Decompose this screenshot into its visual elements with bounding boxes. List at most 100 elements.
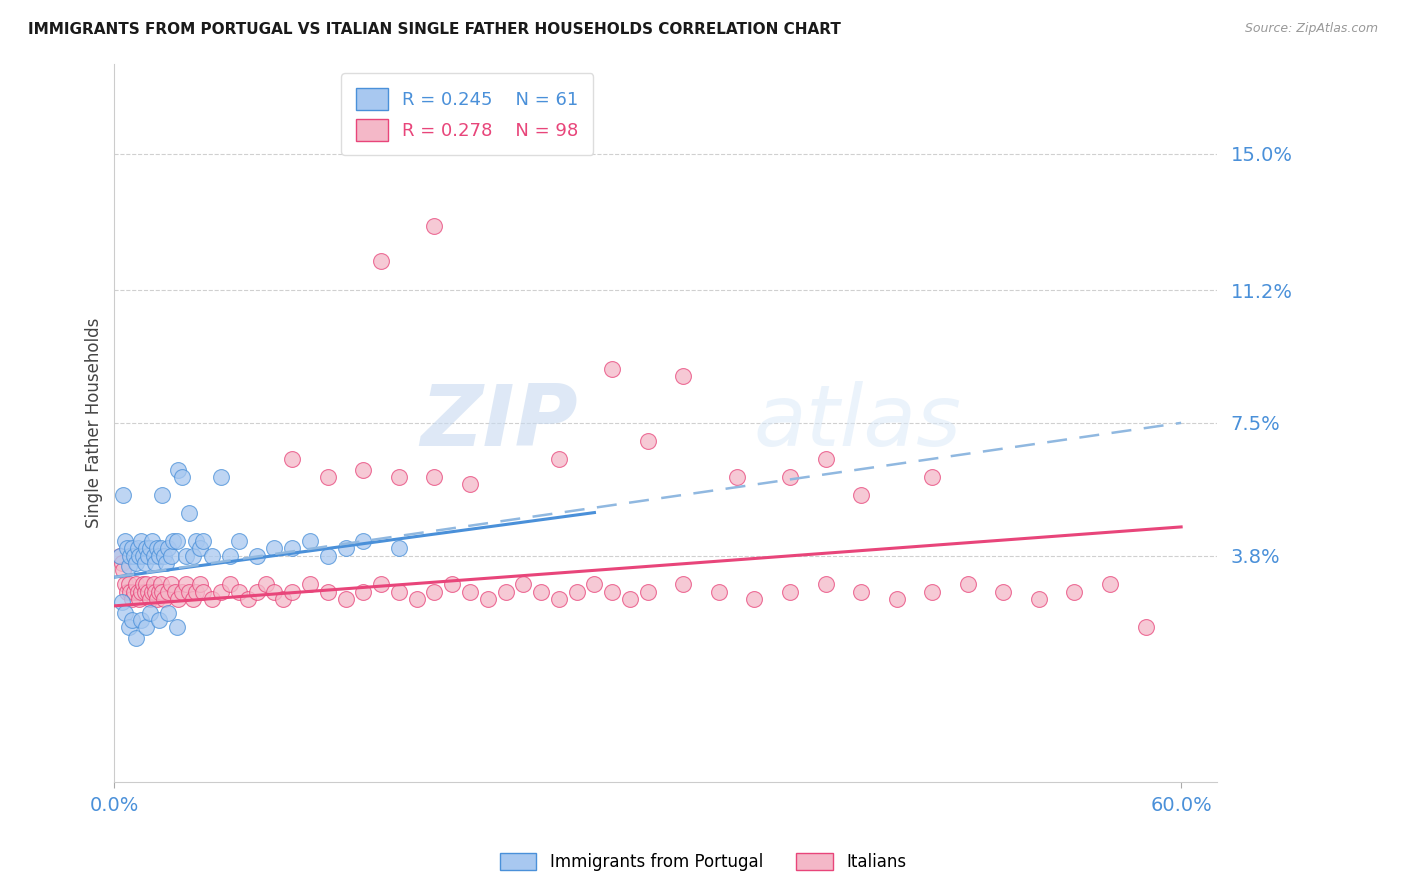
Point [121, 613, 143, 627]
Point [114, 577, 136, 591]
Point [135, 577, 157, 591]
Point [779, 584, 801, 599]
Point [148, 584, 170, 599]
Point [281, 451, 304, 466]
Point [316, 549, 339, 563]
Point [156, 584, 179, 599]
Point [370, 577, 392, 591]
Point [530, 584, 553, 599]
Point [139, 606, 162, 620]
Point [167, 462, 190, 476]
Point [495, 584, 517, 599]
Point [298, 534, 321, 549]
Point [128, 549, 150, 563]
Point [672, 577, 695, 591]
Point [388, 541, 411, 556]
Point [125, 631, 148, 645]
Point [458, 584, 481, 599]
Point [134, 556, 156, 570]
Point [352, 462, 374, 476]
Point [112, 563, 135, 577]
Point [148, 613, 170, 627]
Point [128, 591, 150, 606]
Point [298, 577, 321, 591]
Point [181, 591, 204, 606]
Point [115, 584, 138, 599]
Point [112, 488, 135, 502]
Point [921, 584, 943, 599]
Point [254, 577, 277, 591]
Point [849, 584, 872, 599]
Point [335, 591, 357, 606]
Point [547, 591, 569, 606]
Point [228, 534, 250, 549]
Point [458, 476, 481, 491]
Point [209, 469, 232, 483]
Point [134, 584, 156, 599]
Point [117, 577, 139, 591]
Point [156, 606, 179, 620]
Point [637, 584, 659, 599]
Point [849, 488, 872, 502]
Point [370, 254, 392, 268]
Point [236, 591, 259, 606]
Point [352, 534, 374, 549]
Point [388, 584, 411, 599]
Point [170, 584, 193, 599]
Point [316, 469, 339, 483]
Point [117, 620, 139, 634]
Point [177, 506, 200, 520]
Point [707, 584, 730, 599]
Point [135, 620, 157, 634]
Point [956, 577, 979, 591]
Point [127, 584, 149, 599]
Point [1098, 577, 1121, 591]
Point [143, 584, 166, 599]
Point [149, 541, 172, 556]
Point [114, 606, 136, 620]
Point [271, 591, 294, 606]
Point [163, 584, 186, 599]
Point [477, 591, 499, 606]
Point [125, 556, 148, 570]
Point [135, 541, 157, 556]
Point [423, 469, 446, 483]
Point [814, 577, 837, 591]
Point [149, 577, 172, 591]
Point [152, 488, 174, 502]
Point [108, 549, 131, 563]
Point [120, 584, 142, 599]
Point [152, 584, 174, 599]
Text: ZIP: ZIP [420, 382, 578, 465]
Point [188, 541, 211, 556]
Point [547, 451, 569, 466]
Point [166, 534, 188, 549]
Point [153, 549, 176, 563]
Point [186, 584, 208, 599]
Point [209, 584, 232, 599]
Y-axis label: Single Father Households: Single Father Households [86, 318, 103, 528]
Point [186, 534, 208, 549]
Point [263, 584, 285, 599]
Point [335, 541, 357, 556]
Point [993, 584, 1015, 599]
Point [405, 591, 427, 606]
Point [177, 584, 200, 599]
Point [122, 549, 145, 563]
Point [174, 577, 197, 591]
Point [132, 549, 155, 563]
Point [160, 577, 183, 591]
Point [281, 584, 304, 599]
Point [166, 620, 188, 634]
Point [219, 577, 242, 591]
Point [181, 549, 204, 563]
Point [565, 584, 588, 599]
Point [725, 469, 748, 483]
Point [263, 541, 285, 556]
Point [423, 584, 446, 599]
Point [146, 591, 169, 606]
Point [121, 541, 143, 556]
Point [201, 591, 224, 606]
Point [121, 591, 143, 606]
Point [141, 534, 163, 549]
